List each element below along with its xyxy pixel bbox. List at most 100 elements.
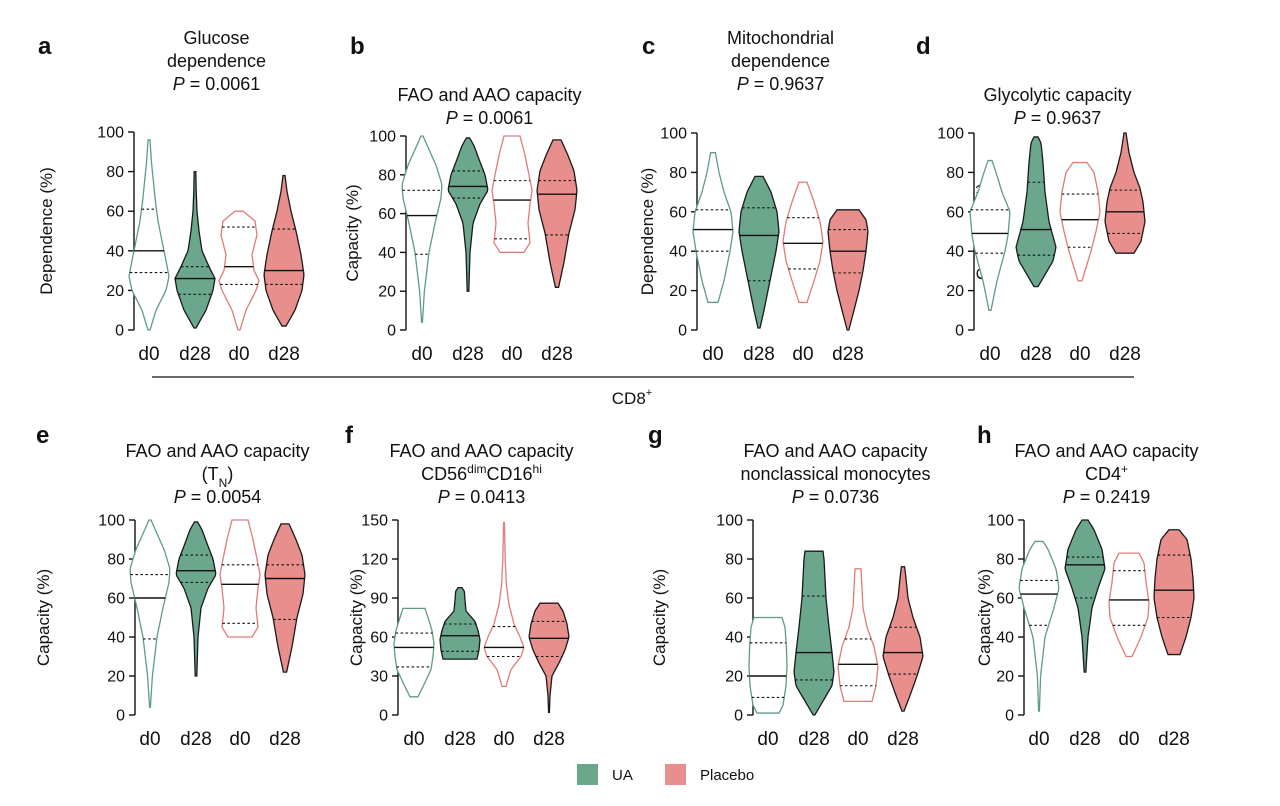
violin-ua-d28 [738,175,780,329]
y-tick-label: 100 [716,513,743,530]
violin-body [528,602,570,714]
panel-title-line: FAO and AAO capacity [743,441,927,461]
y-tick-label: 80 [107,552,125,569]
violin-ua-d0 [393,607,435,698]
panel-title-line: FAO and AAO capacity [125,441,309,461]
p-value: 0.0061 [478,108,533,128]
violin-ua-d0 [128,139,170,331]
p-value-label: P = 0.0413 [438,487,526,507]
title-text: FAO and AAO capacity [743,441,927,461]
violin-body [128,139,170,331]
y-axis-label: Capacity (%) [650,569,669,666]
x-category-label: d0 [493,729,514,750]
x-category-label: d28 [798,729,830,750]
y-tick-label: 40 [669,244,687,261]
y-tick-label: 0 [734,708,743,725]
y-tick-label: 40 [946,244,964,261]
title-text: nonclassical monocytes [740,464,930,484]
violin-placebo-d28 [1153,529,1195,656]
violin-body [175,521,217,677]
violin-placebo-d0 [491,135,533,254]
violin-body [837,568,879,702]
violin-body [483,521,525,688]
violin-ua-d28 [1064,519,1106,673]
legend-ua-label: UA [612,767,633,784]
violin-placebo-d28 [264,523,306,673]
y-tick-label: 30 [370,669,388,686]
violin-body [969,159,1011,311]
y-tick-label: 80 [106,164,124,181]
title-superscript: dim [467,462,486,476]
p-value: 0.9637 [769,74,824,94]
y-tick-label: 60 [370,630,388,647]
p-equals: = [458,108,479,128]
x-category-label: d28 [268,344,300,365]
panel-title-line: Mitochondrial [727,28,834,48]
x-category-label: d28 [1109,344,1141,365]
x-category-label: d0 [1028,729,1049,750]
panel-title-line: dependence [731,51,830,71]
violin-ua-d0 [692,152,734,304]
x-category-label: d28 [887,729,919,750]
violin-ua-d28 [1015,136,1057,288]
x-category-label: d28 [1158,729,1190,750]
panel-letter-f: f [345,422,354,449]
p-symbol: P [174,487,186,507]
x-category-label: d28 [444,729,476,750]
panel-title-line: FAO and AAO capacity [389,441,573,461]
x-category-label: d28 [179,344,211,365]
y-tick-label: 0 [678,323,687,340]
y-axis-label: Dependence (%) [638,168,657,296]
y-tick-label: 0 [115,323,124,340]
p-value: 0.0413 [470,487,525,507]
violin-body [782,181,824,304]
panel-title-line: (TN) [202,464,234,490]
legend-ua-swatch [577,764,598,785]
p-equals: = [186,487,207,507]
panel-title-line: CD4+ [1085,462,1128,484]
x-category-label: d0 [1069,344,1090,365]
chart-panel-c: c Mitochondrial dependence P = 0.9637 0 20 40 6… [638,28,869,365]
violin-placebo-d28 [882,566,924,712]
p-value-label: P = 0.9637 [737,74,825,94]
violin-placebo-d0 [218,210,260,331]
violin-ua-d28 [174,170,216,329]
y-tick-label: 60 [378,206,396,223]
y-tick-label: 60 [106,204,124,221]
violin-body [264,523,306,673]
x-category-label: d0 [792,344,813,365]
y-axis-label: Capacity (%) [347,569,366,666]
violin-body [827,209,869,331]
x-category-label: d0 [139,729,160,750]
p-value-label: P = 0.0061 [446,108,534,128]
y-tick-label: 100 [937,126,964,143]
y-tick-label: 40 [107,630,125,647]
p-symbol: P [173,74,185,94]
violin-body [748,616,788,714]
violin-body [218,210,260,331]
y-tick-label: 20 [378,284,396,301]
panel-letter-a: a [38,33,52,60]
title-text: Mitochondrial [727,28,834,48]
violin-body [393,607,435,698]
title-text: CD4 [1085,464,1121,484]
violin-ua-d28 [793,550,835,716]
p-equals: = [450,487,471,507]
violin-placebo-d0 [1059,161,1101,282]
chart-panel-b: b FAO and AAO capacity P = 0.0061 0 20 40 60 80… [343,33,582,365]
x-category-label: d0 [1118,729,1139,750]
violin-body [439,586,481,660]
y-tick-label: 40 [996,630,1014,647]
violin-body [401,135,443,323]
y-tick-label: 60 [669,204,687,221]
y-tick-label: 60 [107,591,125,608]
panel-letter-b: b [350,33,365,60]
violin-placebo-d28 [263,174,305,327]
violin-ua-d28 [175,521,217,677]
y-tick-label: 100 [97,125,124,142]
y-tick-label: 80 [996,552,1014,569]
panel-title-line: CD56dimCD16hi [421,462,542,484]
